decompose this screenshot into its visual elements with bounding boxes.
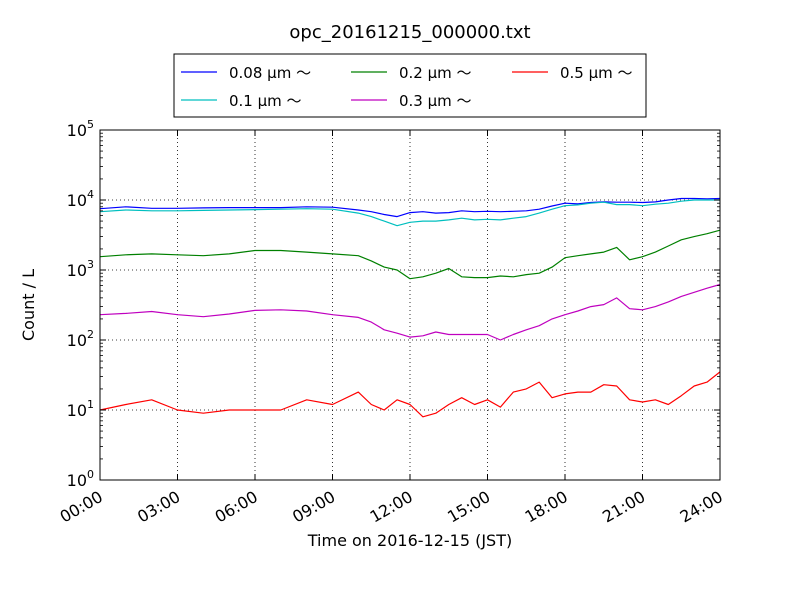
y-tick-label: 104 bbox=[67, 188, 94, 210]
y-tick-label: 100 bbox=[67, 468, 94, 490]
x-tick-label: 18:00 bbox=[522, 487, 571, 527]
legend: 0.08 μm ～ 0.1 μm ～ 0.2 μm ～ 0.3 μm ～ 0.5 μm … bbox=[173, 53, 647, 118]
series-line bbox=[99, 371, 721, 418]
series-line bbox=[99, 229, 721, 280]
y-tick-label: 105 bbox=[67, 118, 94, 140]
series-lines bbox=[99, 197, 721, 418]
legend-label: 0.3 μm ～ bbox=[399, 92, 472, 110]
legend-label: 0.08 μm ～ bbox=[229, 64, 311, 82]
y-axis-label: Count / L bbox=[19, 269, 38, 341]
grid-lines bbox=[100, 130, 720, 480]
y-tick-labels: 100 101 102 103 104 105 bbox=[67, 118, 94, 490]
x-tick-label: 06:00 bbox=[212, 487, 261, 527]
series-line bbox=[99, 283, 721, 341]
series-line bbox=[99, 197, 721, 218]
x-tick-label: 21:00 bbox=[599, 487, 648, 527]
legend-label: 0.1 μm ～ bbox=[229, 92, 302, 110]
legend-label: 0.5 μm ～ bbox=[560, 64, 633, 82]
x-tick-labels: 00:00 03:00 06:00 09:00 12:00 15:00 18:00 21:00… bbox=[57, 487, 726, 527]
x-tick-label: 00:00 bbox=[57, 487, 106, 527]
x-axis-label: Time on 2016-12-15 (JST) bbox=[307, 531, 512, 550]
tick-marks bbox=[99, 129, 721, 481]
y-tick-label: 101 bbox=[67, 398, 94, 420]
x-tick-label: 09:00 bbox=[289, 487, 338, 527]
y-tick-label: 102 bbox=[67, 328, 94, 350]
x-tick-label: 03:00 bbox=[134, 487, 183, 527]
y-tick-label: 103 bbox=[67, 258, 94, 280]
legend-box bbox=[173, 53, 647, 118]
x-tick-label: 24:00 bbox=[677, 487, 726, 527]
series-line bbox=[99, 199, 720, 227]
x-tick-label: 15:00 bbox=[444, 487, 493, 527]
legend-label: 0.2 μm ～ bbox=[399, 64, 472, 82]
chart-title: opc_20161215_000000.txt bbox=[289, 22, 530, 43]
x-tick-label: 12:00 bbox=[367, 487, 416, 527]
